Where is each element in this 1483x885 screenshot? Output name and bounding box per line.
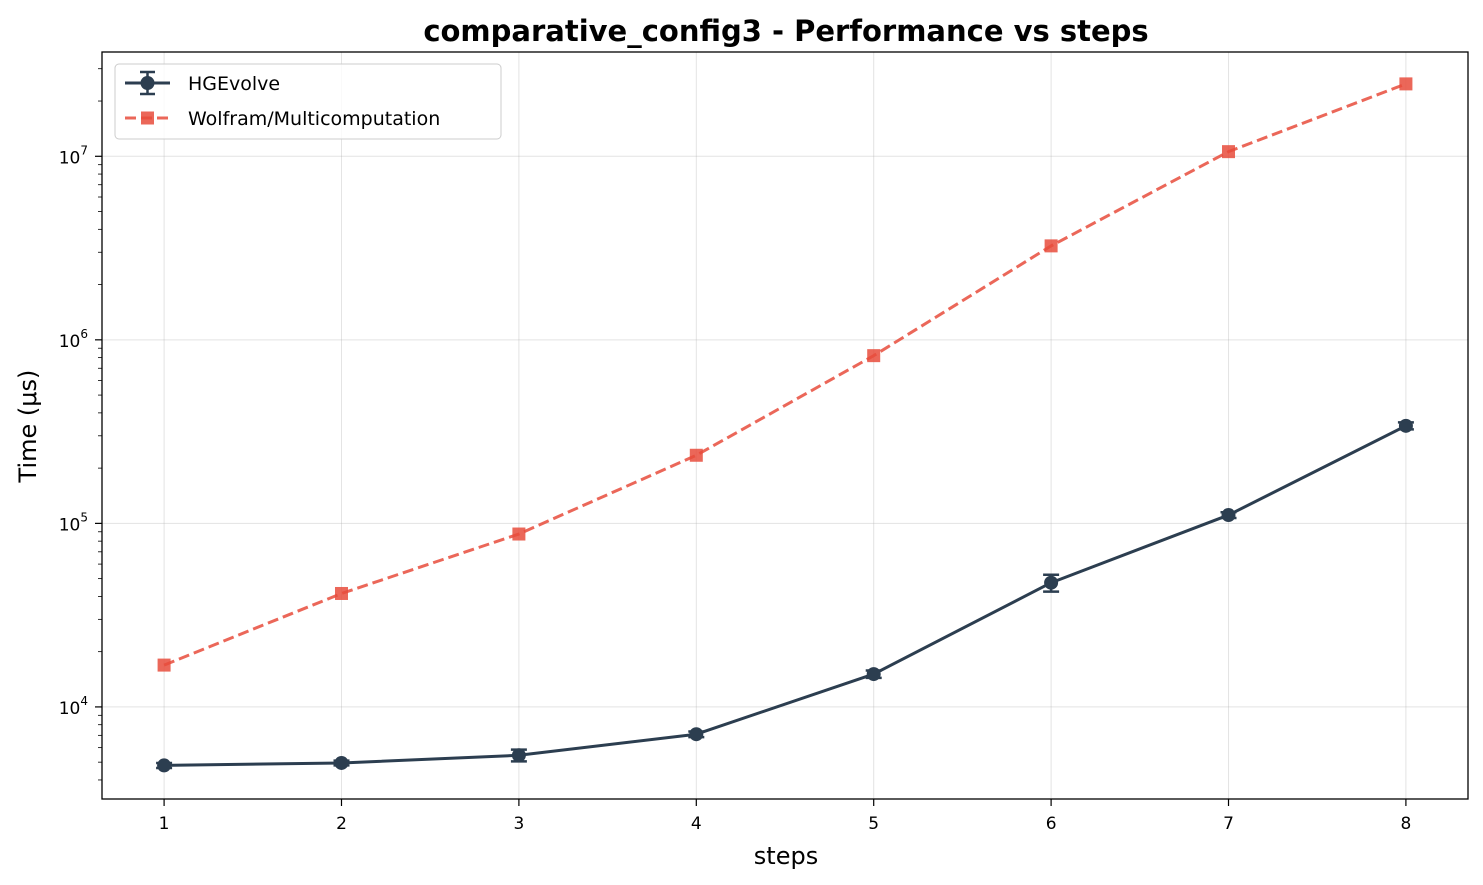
legend-label: Wolfram/Multicomputation — [188, 108, 440, 130]
axes: 1 2 3 4 5 6 7 8 104 105 106 107 — [59, 51, 1469, 834]
data-point — [689, 448, 703, 462]
data-point — [866, 667, 881, 682]
series-0 — [156, 418, 1414, 773]
x-tick-label: 7 — [1223, 814, 1234, 834]
chart-title: comparative_config3 - Performance vs ste… — [423, 14, 1148, 48]
x-tick-label: 3 — [513, 814, 524, 834]
data-point — [1044, 575, 1059, 590]
y-axis-label: Time (μs) — [14, 370, 42, 484]
series-line — [164, 424, 1407, 767]
data-point — [1399, 77, 1413, 91]
data-point — [334, 586, 348, 600]
legend-item-1: Wolfram/Multicomputation — [125, 108, 440, 130]
legend-box — [114, 63, 502, 140]
x-axis-label: steps — [754, 842, 818, 870]
grid-lines — [102, 52, 1468, 799]
data-point — [1044, 239, 1058, 253]
data-point — [689, 727, 704, 742]
data-point — [1222, 145, 1236, 159]
series-layer — [156, 77, 1414, 773]
x-tick-label: 8 — [1400, 814, 1411, 834]
data-point — [334, 755, 349, 770]
data-point — [157, 658, 171, 672]
legend-item-0: HGEvolve — [125, 70, 280, 96]
legend-marker — [141, 111, 154, 125]
x-tick-label: 2 — [336, 814, 347, 834]
series-1 — [157, 77, 1413, 672]
x-tick-label: 6 — [1046, 814, 1057, 834]
y-tick-label: 104 — [59, 694, 88, 719]
legend-marker — [140, 76, 155, 90]
x-tick-label: 1 — [159, 814, 170, 834]
data-point — [511, 748, 526, 763]
y-tick-label: 105 — [59, 510, 88, 535]
data-point — [867, 349, 881, 363]
legend: HGEvolve Wolfram/Multicomputation — [114, 63, 502, 140]
y-tick-label: 107 — [59, 143, 88, 168]
data-point — [157, 758, 172, 773]
data-point — [1398, 418, 1413, 433]
series-line — [163, 82, 1407, 667]
x-tick-label: 5 — [868, 814, 879, 834]
data-point — [512, 527, 526, 541]
y-tick-label: 106 — [59, 327, 88, 352]
data-point — [1221, 508, 1236, 523]
plot-frame — [101, 51, 1469, 800]
x-tick-label: 4 — [691, 814, 702, 834]
legend-label: HGEvolve — [188, 73, 280, 95]
